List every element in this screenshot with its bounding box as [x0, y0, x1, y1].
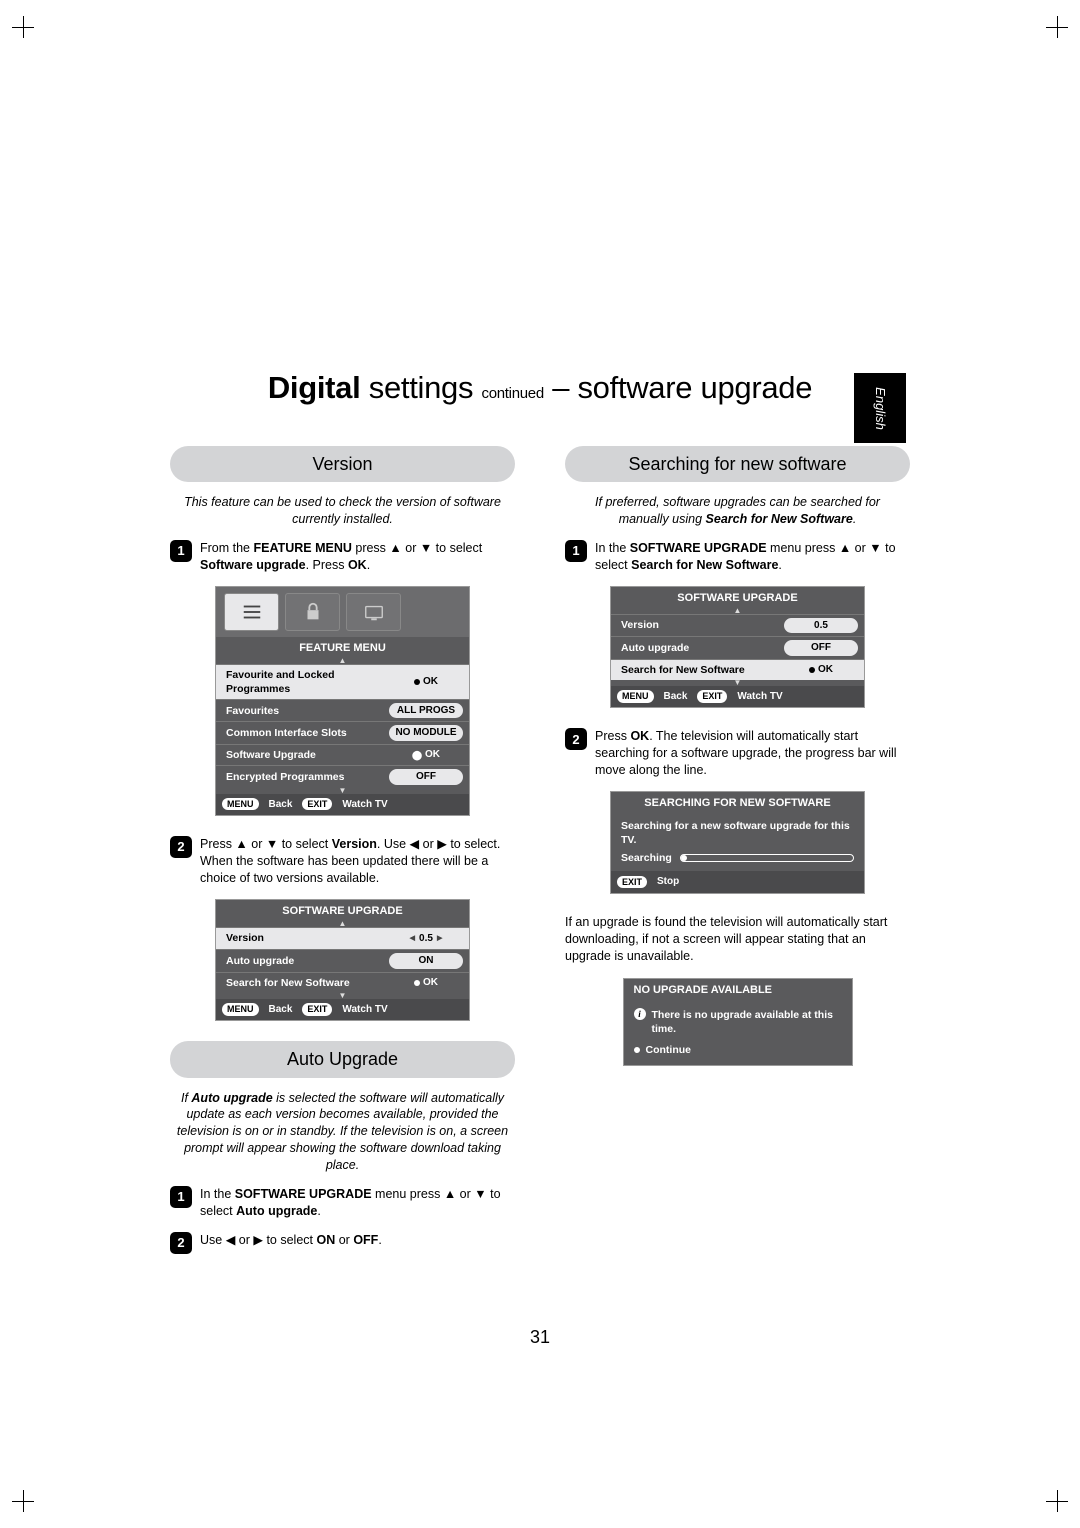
right-column: Searching for new software If preferred,… [565, 446, 910, 1266]
search-intro: If preferred, software upgrades can be s… [571, 494, 904, 528]
searching-osd: SEARCHING FOR NEW SOFTWARE Searching for… [610, 791, 865, 894]
feature-menu-osd: FEATURE MENU ▲ Favourite and Locked Prog… [215, 586, 470, 816]
upgrade-result-text: If an upgrade is found the television wi… [565, 914, 910, 965]
version-step-2: 2 Press ▲ or ▼ to select Version. Use ◀ … [170, 836, 515, 887]
left-column: Version This feature can be used to chec… [170, 446, 515, 1266]
step-badge: 1 [565, 540, 587, 562]
version-step-1: 1 From the FEATURE MENU press ▲ or ▼ to … [170, 540, 515, 574]
search-step-1: 1 In the SOFTWARE UPGRADE menu press ▲ o… [565, 540, 910, 574]
language-tab: English [854, 373, 906, 443]
auto-step-1: 1 In the SOFTWARE UPGRADE menu press ▲ o… [170, 1186, 515, 1220]
step-badge: 2 [170, 1232, 192, 1254]
menu-icon [224, 593, 279, 631]
step-badge: 2 [170, 836, 192, 858]
auto-upgrade-heading: Auto Upgrade [170, 1041, 515, 1077]
tv-icon [346, 593, 401, 631]
step-badge: 2 [565, 728, 587, 750]
auto-step-2: 2 Use ◀ or ▶ to select ON or OFF. [170, 1232, 515, 1254]
lock-icon [285, 593, 340, 631]
version-intro: This feature can be used to check the ve… [176, 494, 509, 528]
step-badge: 1 [170, 1186, 192, 1208]
step-badge: 1 [170, 540, 192, 562]
search-step-2: 2 Press OK. The television will automati… [565, 728, 910, 779]
software-upgrade-osd-right: SOFTWARE UPGRADE ▲ Version0.5 Auto upgra… [610, 586, 865, 709]
page-title: Digital settings continued – software up… [170, 370, 910, 406]
auto-upgrade-intro: If Auto upgrade is selected the software… [176, 1090, 509, 1174]
version-heading: Version [170, 446, 515, 482]
info-icon: i [634, 1008, 646, 1020]
search-heading: Searching for new software [565, 446, 910, 482]
page-number: 31 [0, 1327, 1080, 1348]
no-upgrade-osd: NO UPGRADE AVAILABLE iThere is no upgrad… [623, 978, 853, 1065]
software-upgrade-osd-left: SOFTWARE UPGRADE ▲ Version◀0.5▶ Auto upg… [215, 899, 470, 1022]
